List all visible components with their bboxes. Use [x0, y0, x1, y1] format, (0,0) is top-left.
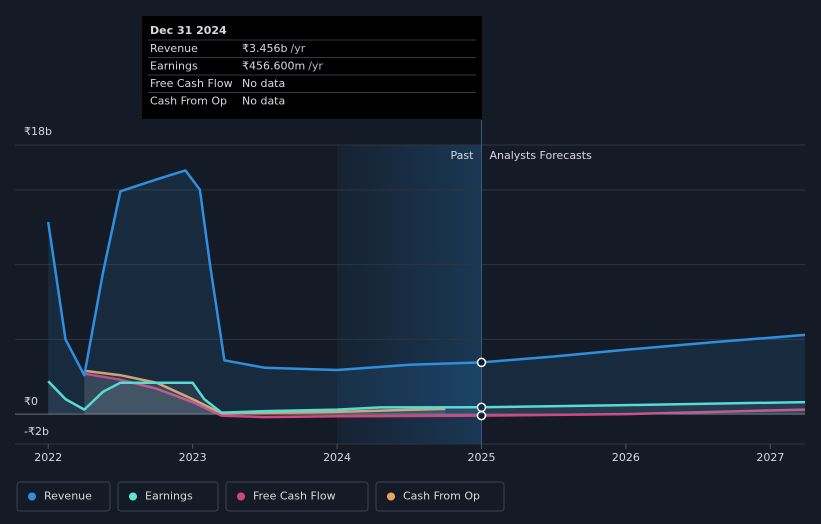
x-tick-label: 2027	[756, 451, 784, 464]
legend-box	[16, 481, 111, 512]
legend-box	[117, 481, 219, 512]
legend-label: Earnings	[145, 490, 193, 503]
legend-swatch	[129, 492, 137, 501]
legend-swatch	[28, 492, 36, 501]
tooltip-value-text: ₹3.456b	[242, 42, 287, 55]
legend-label: Cash From Op	[403, 490, 480, 503]
tooltip-value: No data	[242, 95, 285, 108]
series-area	[48, 170, 805, 415]
legend-label: Free Cash Flow	[253, 490, 336, 503]
legend-swatch	[387, 492, 395, 501]
tooltip-value: ₹456.600m/yr	[242, 60, 323, 73]
point-marker	[476, 357, 487, 368]
legend-item[interactable]: Free Cash Flow	[225, 481, 369, 512]
series-line	[46, 169, 806, 377]
legend-box	[375, 481, 505, 512]
legend-box	[225, 481, 369, 512]
point-marker	[476, 402, 487, 413]
tooltip-value: No data	[242, 77, 285, 90]
legend-label: Revenue	[44, 490, 92, 503]
tooltip-value-text: ₹456.600m	[242, 60, 305, 73]
tooltip-value-text: No data	[242, 95, 285, 108]
x-tick-label: 2023	[179, 451, 207, 464]
past-highlight	[337, 145, 482, 444]
series-area	[84, 373, 806, 418]
y-tick-label: -₹2b	[24, 425, 49, 438]
series-area	[84, 370, 446, 415]
tooltip-value: ₹3.456b/yr	[242, 42, 306, 55]
past-label: Past	[451, 149, 475, 162]
x-tick-label: 2024	[323, 451, 351, 464]
y-tick-label: ₹0	[24, 395, 38, 408]
tooltip-value-text: No data	[242, 77, 285, 90]
x-tick-label: 2026	[612, 451, 640, 464]
tooltip-label: Free Cash Flow	[150, 77, 233, 90]
series-line	[47, 380, 806, 414]
tooltip-box	[142, 16, 482, 119]
tooltip-label: Cash From Op	[150, 95, 227, 108]
forecast-label: Analysts Forecasts	[489, 149, 592, 162]
tooltip-label: Earnings	[150, 60, 198, 73]
x-tick-label: 2025	[467, 451, 495, 464]
y-tick-label: ₹18b	[24, 125, 52, 138]
tooltip-date: Dec 31 2024	[150, 24, 227, 37]
series-line	[84, 372, 806, 419]
tooltip-label: Revenue	[150, 42, 198, 55]
legend-item[interactable]: Cash From Op	[375, 481, 505, 512]
legend-item[interactable]: Earnings	[117, 481, 219, 512]
legend-item[interactable]: Revenue	[16, 481, 111, 512]
x-tick-label: 2022	[34, 451, 62, 464]
series-line	[84, 369, 446, 415]
tooltip-unit: /yr	[308, 60, 323, 73]
legend-swatch	[237, 492, 245, 501]
tooltip-unit: /yr	[290, 42, 305, 55]
